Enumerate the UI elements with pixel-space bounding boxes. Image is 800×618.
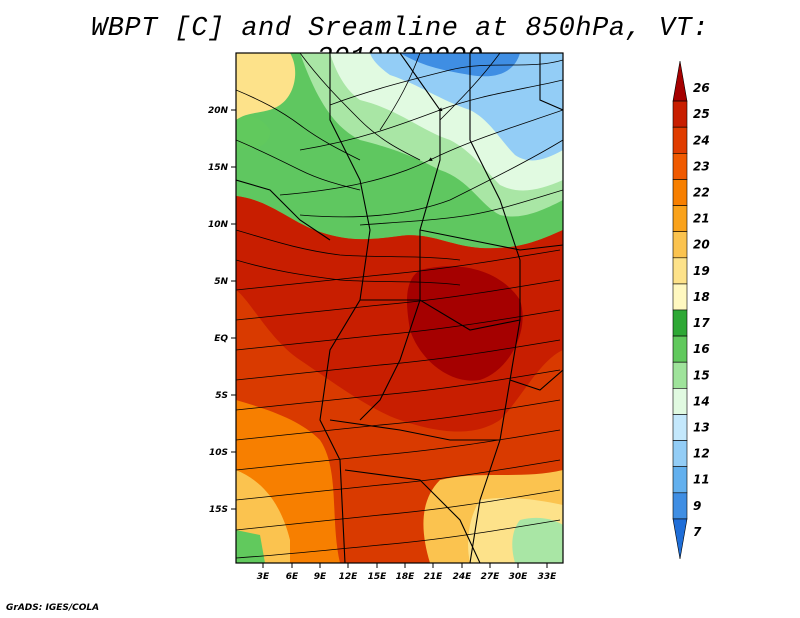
colorbar-label: 26 (693, 81, 710, 95)
colorbar-swatch (672, 309, 688, 337)
colorbar-label: 23 (693, 159, 710, 173)
colorbar: 26 25 24 23 22 21 20 19 18 17 16 15 14 13 12 11 9 7 (672, 60, 710, 560)
lat-label: 10N (208, 220, 229, 230)
lon-label: 21E (424, 572, 444, 582)
colorbar-label: 11 (693, 473, 710, 487)
colorbar-label: 12 (693, 447, 710, 461)
lon-label: 18E (396, 572, 416, 582)
lat-label: 15S (209, 505, 228, 515)
colorbar-label: 24 (693, 133, 710, 147)
colorbar-label: 9 (693, 499, 701, 513)
map-frame (235, 52, 564, 564)
colorbar-swatch (672, 60, 688, 102)
colorbar-swatch (672, 179, 688, 206)
lon-label: 6E (286, 572, 299, 582)
colorbar-swatch (672, 361, 688, 389)
grads-credit: GrADS: IGES/COLA (6, 603, 100, 613)
lat-label: 5S (215, 391, 228, 401)
colorbar-label: 22 (693, 186, 710, 200)
colorbar-swatch (672, 283, 688, 311)
lat-label: 15N (208, 163, 229, 173)
colorbar-swatch (672, 388, 688, 415)
colorbar-swatch (672, 492, 688, 520)
colorbar-label: 21 (693, 212, 710, 226)
wbpt-field (236, 53, 563, 563)
lon-label: 33E (538, 572, 558, 582)
colorbar-label: 15 (693, 368, 710, 382)
colorbar-swatch (672, 153, 688, 180)
lat-label: 10S (209, 448, 228, 458)
colorbar-label: 20 (693, 238, 710, 252)
lon-label: 3E (257, 572, 270, 582)
lat-label: EQ (214, 334, 228, 344)
lon-label: 15E (368, 572, 388, 582)
lon-label: 27E (481, 572, 501, 582)
colorbar-label: 16 (693, 342, 710, 356)
colorbar-label: 13 (693, 421, 710, 435)
colorbar-swatch (672, 440, 688, 467)
colorbar-label: 14 (693, 394, 710, 408)
colorbar-swatch (672, 126, 688, 154)
lat-label: 20N (208, 106, 229, 116)
colorbar-swatch (672, 414, 688, 441)
lon-label: 9E (314, 572, 327, 582)
colorbar-swatch (672, 100, 688, 128)
colorbar-swatch (672, 257, 688, 285)
colorbar-label: 7 (693, 525, 702, 539)
colorbar-swatch (672, 205, 688, 232)
colorbar-swatch (672, 466, 688, 494)
colorbar-label: 17 (693, 316, 710, 330)
colorbar-label: 18 (693, 290, 710, 304)
colorbar-label: 19 (693, 264, 710, 278)
lon-label: 30E (509, 572, 529, 582)
colorbar-label: 25 (693, 107, 710, 121)
colorbar-swatch (672, 231, 688, 259)
colorbar-swatch (672, 335, 688, 363)
lon-label: 24E (453, 572, 473, 582)
lon-label: 12E (339, 572, 359, 582)
lat-label: 5N (214, 277, 228, 287)
colorbar-swatch (672, 518, 688, 560)
